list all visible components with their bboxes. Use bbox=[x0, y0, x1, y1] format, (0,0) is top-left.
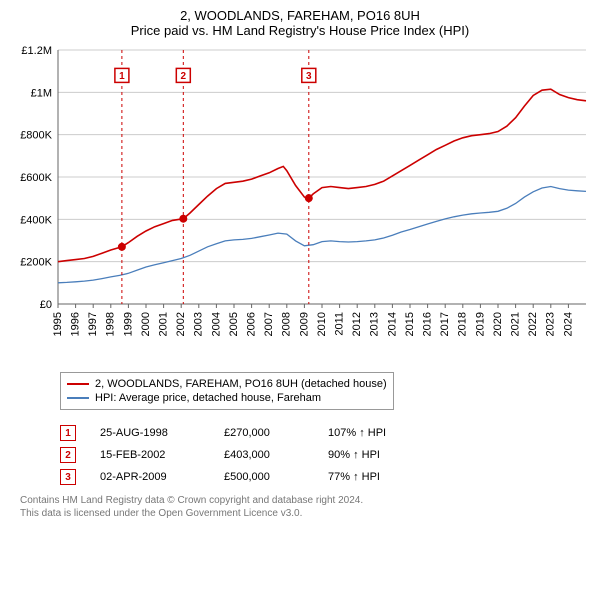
x-tick-label: 2017 bbox=[439, 312, 451, 336]
x-tick-label: 2007 bbox=[263, 312, 275, 336]
x-tick-label: 2004 bbox=[210, 312, 222, 336]
footer-block: Contains HM Land Registry data © Crown c… bbox=[20, 494, 580, 520]
x-tick-label: 1995 bbox=[52, 312, 64, 336]
sale-row: 1 25-AUG-1998 £270,000 107% ↑ HPI bbox=[60, 422, 590, 444]
sale-price: £403,000 bbox=[224, 449, 304, 461]
sale-date: 25-AUG-1998 bbox=[100, 427, 200, 439]
x-tick-label: 2008 bbox=[281, 312, 293, 336]
marker-number: 3 bbox=[306, 71, 312, 82]
sale-marker: 3 bbox=[60, 469, 76, 485]
x-tick-label: 2024 bbox=[562, 312, 574, 336]
x-tick-label: 2001 bbox=[158, 312, 170, 336]
y-tick-label: £200K bbox=[20, 257, 52, 269]
marker-dot bbox=[305, 194, 313, 202]
sale-pct: 77% ↑ HPI bbox=[328, 471, 418, 483]
legend-box: 2, WOODLANDS, FAREHAM, PO16 8UH (detache… bbox=[60, 372, 394, 410]
x-tick-label: 1998 bbox=[105, 312, 117, 336]
marker-dot bbox=[179, 215, 187, 223]
x-tick-label: 2022 bbox=[527, 312, 539, 336]
legend-row: HPI: Average price, detached house, Fare… bbox=[67, 391, 387, 405]
sale-marker: 1 bbox=[60, 425, 76, 441]
sale-date: 02-APR-2009 bbox=[100, 471, 200, 483]
x-tick-label: 2002 bbox=[175, 312, 187, 336]
chart-svg: £0 £200K £400K £600K £800K £1M £1.2M 1995 1996 19… bbox=[10, 44, 590, 364]
title-sub: Price paid vs. HM Land Registry's House … bbox=[10, 23, 590, 38]
x-tick-label: 2023 bbox=[545, 312, 557, 336]
x-tick-label: 1996 bbox=[70, 312, 82, 336]
sale-row: 3 02-APR-2009 £500,000 77% ↑ HPI bbox=[60, 466, 590, 488]
marker-number: 2 bbox=[181, 71, 187, 82]
x-tick-label: 2020 bbox=[492, 312, 504, 336]
legend-swatch bbox=[67, 383, 89, 385]
y-tick-label: £1M bbox=[31, 87, 52, 99]
marker-number: 1 bbox=[119, 71, 125, 82]
x-tick-label: 2005 bbox=[228, 312, 240, 336]
legend-label: HPI: Average price, detached house, Fare… bbox=[95, 392, 321, 404]
chart-area: £0 £200K £400K £600K £800K £1M £1.2M 1995 1996 19… bbox=[10, 44, 590, 364]
y-tick-label: £1.2M bbox=[21, 45, 52, 57]
series-hpi bbox=[58, 187, 586, 283]
x-tick-label: 2019 bbox=[474, 312, 486, 336]
x-tick-label: 1997 bbox=[87, 312, 99, 336]
sales-table: 1 25-AUG-1998 £270,000 107% ↑ HPI 2 15-FEB-20… bbox=[60, 422, 590, 488]
x-tick-label: 2021 bbox=[510, 312, 522, 336]
sale-date: 15-FEB-2002 bbox=[100, 449, 200, 461]
x-tick-label: 2011 bbox=[334, 312, 346, 336]
chart-container: 2, WOODLANDS, FAREHAM, PO16 8UH Price pa… bbox=[0, 0, 600, 528]
series-property bbox=[58, 89, 586, 262]
y-tick-label: £600K bbox=[20, 172, 52, 184]
sale-pct: 107% ↑ HPI bbox=[328, 427, 418, 439]
x-tick-label: 1999 bbox=[122, 312, 134, 336]
x-tick-label: 2015 bbox=[404, 312, 416, 336]
x-tick-label: 2014 bbox=[386, 312, 398, 336]
x-tick-label: 2018 bbox=[457, 312, 469, 336]
y-tick-label: £800K bbox=[20, 130, 52, 142]
sale-price: £500,000 bbox=[224, 471, 304, 483]
y-tick-label: £400K bbox=[20, 214, 52, 226]
sale-price: £270,000 bbox=[224, 427, 304, 439]
legend-label: 2, WOODLANDS, FAREHAM, PO16 8UH (detache… bbox=[95, 378, 387, 390]
title-main: 2, WOODLANDS, FAREHAM, PO16 8UH bbox=[10, 8, 590, 23]
sale-pct: 90% ↑ HPI bbox=[328, 449, 418, 461]
x-tick-label: 2016 bbox=[422, 312, 434, 336]
x-tick-label: 2003 bbox=[193, 312, 205, 336]
sale-marker: 2 bbox=[60, 447, 76, 463]
legend-swatch bbox=[67, 397, 89, 399]
x-tick-label: 2012 bbox=[351, 312, 363, 336]
x-tick-label: 2009 bbox=[298, 312, 310, 336]
x-tick-label: 2000 bbox=[140, 312, 152, 336]
legend-row: 2, WOODLANDS, FAREHAM, PO16 8UH (detache… bbox=[67, 377, 387, 391]
x-tick-label: 2013 bbox=[369, 312, 381, 336]
title-block: 2, WOODLANDS, FAREHAM, PO16 8UH Price pa… bbox=[10, 8, 590, 38]
y-tick-label: £0 bbox=[40, 299, 52, 311]
x-tick-label: 2010 bbox=[316, 312, 328, 336]
sale-row: 2 15-FEB-2002 £403,000 90% ↑ HPI bbox=[60, 444, 590, 466]
x-tick-label: 2006 bbox=[246, 312, 258, 336]
footer-line2: This data is licensed under the Open Gov… bbox=[20, 507, 580, 520]
footer-line1: Contains HM Land Registry data © Crown c… bbox=[20, 494, 580, 507]
marker-dot bbox=[118, 243, 126, 251]
